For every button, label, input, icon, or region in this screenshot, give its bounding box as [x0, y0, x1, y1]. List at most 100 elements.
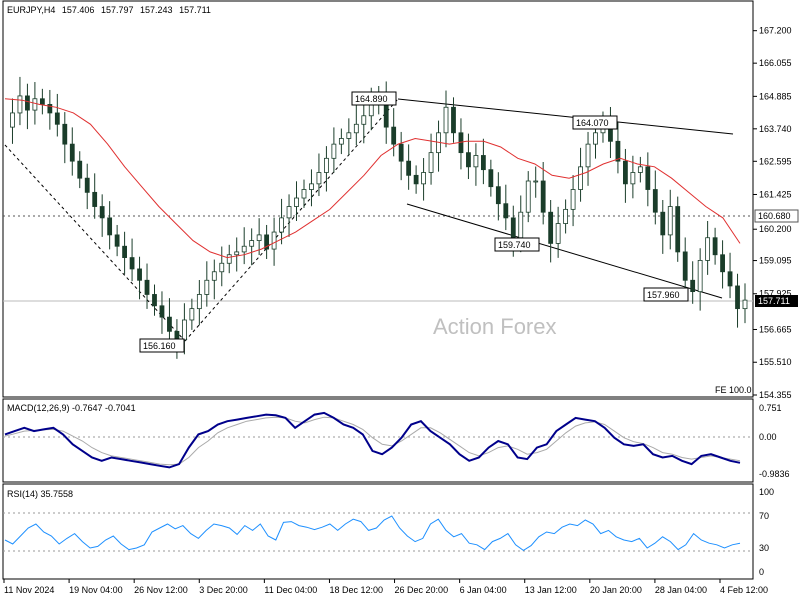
svg-text:156.160: 156.160 [143, 341, 176, 351]
candle [503, 184, 509, 231]
candle [144, 263, 150, 309]
candle [159, 291, 165, 334]
candle [637, 156, 643, 183]
open-value: 157.406 [62, 5, 95, 15]
candle [540, 162, 546, 225]
candle [264, 224, 270, 260]
price-tick-label: 161.425 [759, 189, 792, 199]
candle [331, 127, 337, 173]
candle [705, 220, 711, 275]
candle [615, 122, 621, 174]
macd-panel-frame [2, 398, 754, 483]
time-x-axis: 11 Nov 2024 19 Nov 04:00 26 Nov 12:00 3 Dec… [3, 579, 768, 595]
candle [286, 194, 292, 237]
candle [316, 153, 322, 197]
candle [473, 143, 479, 186]
candle [99, 194, 105, 237]
candle [204, 261, 210, 307]
rsi-y-axis: 100 70 30 0 [759, 487, 774, 577]
candle [667, 189, 673, 250]
chart-header: EURJPY,H4 157.406 157.797 157.243 157.71… [7, 5, 211, 15]
time-tick-label: 4 Feb 12:00 [720, 585, 768, 595]
candle [525, 171, 531, 223]
time-tick-label: 20 Jan 20:00 [590, 585, 642, 595]
candle [294, 181, 299, 221]
price-tick-label: 159.095 [759, 256, 792, 266]
price-tick-label: 160.200 [759, 224, 792, 234]
annotation-164070: 164.070 [572, 115, 618, 130]
macd-tick-label: 0.751 [759, 403, 782, 413]
candle [735, 273, 740, 328]
candle [211, 259, 217, 300]
level-label-160680: 160.680 [754, 209, 799, 223]
rsi-tick-label: 70 [759, 511, 769, 521]
candle [720, 240, 725, 289]
time-tick-label: 28 Jan 04:00 [655, 585, 707, 595]
candle [690, 261, 696, 304]
svg-text:159.740: 159.740 [498, 240, 531, 250]
svg-text:160.680: 160.680 [758, 211, 791, 221]
time-tick-label: 18 Dec 12:00 [329, 585, 383, 595]
svg-text:157.711: 157.711 [758, 296, 790, 306]
macd-y-axis: 0.751 0.00 -0.9836 [759, 403, 790, 479]
time-tick-label: 6 Jan 04:00 [460, 585, 507, 595]
time-tick-label: 26 Dec 20:00 [395, 585, 449, 595]
candle [480, 138, 486, 185]
candle [189, 298, 195, 330]
macd-title: MACD(12,26,9) -0.7647 -0.7041 [7, 403, 136, 413]
price-tick-label: 162.595 [759, 156, 792, 166]
high-value: 157.797 [101, 5, 134, 15]
candle [727, 252, 733, 299]
annotation-157960: 157.960 [643, 287, 689, 302]
candle [495, 172, 501, 221]
candle [249, 228, 255, 266]
price-tick-label: 154.355 [759, 390, 792, 400]
price-tick-label: 157.925 [759, 289, 792, 299]
candle [451, 97, 456, 143]
candle [533, 166, 539, 198]
candle [391, 108, 397, 157]
candle [62, 112, 68, 164]
rsi-title: RSI(14) 35.7558 [7, 489, 73, 499]
time-tick-label: 13 Jan 12:00 [525, 585, 577, 595]
close-value: 157.711 [179, 5, 211, 15]
candle [406, 144, 412, 190]
candle [84, 163, 90, 210]
candle [324, 146, 329, 192]
candle [219, 246, 225, 287]
candle [152, 284, 157, 316]
down-projection-line [4, 144, 186, 342]
candle [623, 148, 628, 203]
time-tick-label: 26 Nov 12:00 [134, 585, 188, 595]
price-panel-frame [2, 0, 754, 398]
candle [697, 248, 703, 311]
candle [77, 151, 83, 189]
candle [712, 227, 718, 265]
candle [398, 131, 404, 181]
time-tick-label: 19 Nov 04:00 [69, 585, 123, 595]
candle [555, 206, 561, 258]
candle [25, 83, 30, 130]
candle [413, 165, 419, 194]
candle [675, 196, 681, 262]
candle [443, 90, 449, 148]
current-price-label: 157.711 [755, 295, 798, 307]
candle [10, 98, 15, 144]
time-tick-label: 11 Nov 2024 [4, 585, 54, 595]
candle [660, 200, 666, 254]
candle [196, 279, 202, 326]
candle [585, 131, 591, 186]
candle [137, 256, 142, 300]
candle [129, 238, 135, 282]
candle [39, 88, 45, 115]
low-value: 157.243 [140, 5, 173, 15]
candle [241, 227, 247, 265]
candle [114, 224, 120, 257]
rsi-tick-label: 100 [759, 487, 774, 497]
symbol-label: EURJPY,H4 [7, 5, 55, 15]
price-tick-label: 163.740 [759, 124, 792, 134]
candle [428, 133, 434, 185]
time-tick-label: 11 Dec 04:00 [264, 585, 317, 595]
time-tick-label: 3 Dec 20:00 [199, 585, 248, 595]
